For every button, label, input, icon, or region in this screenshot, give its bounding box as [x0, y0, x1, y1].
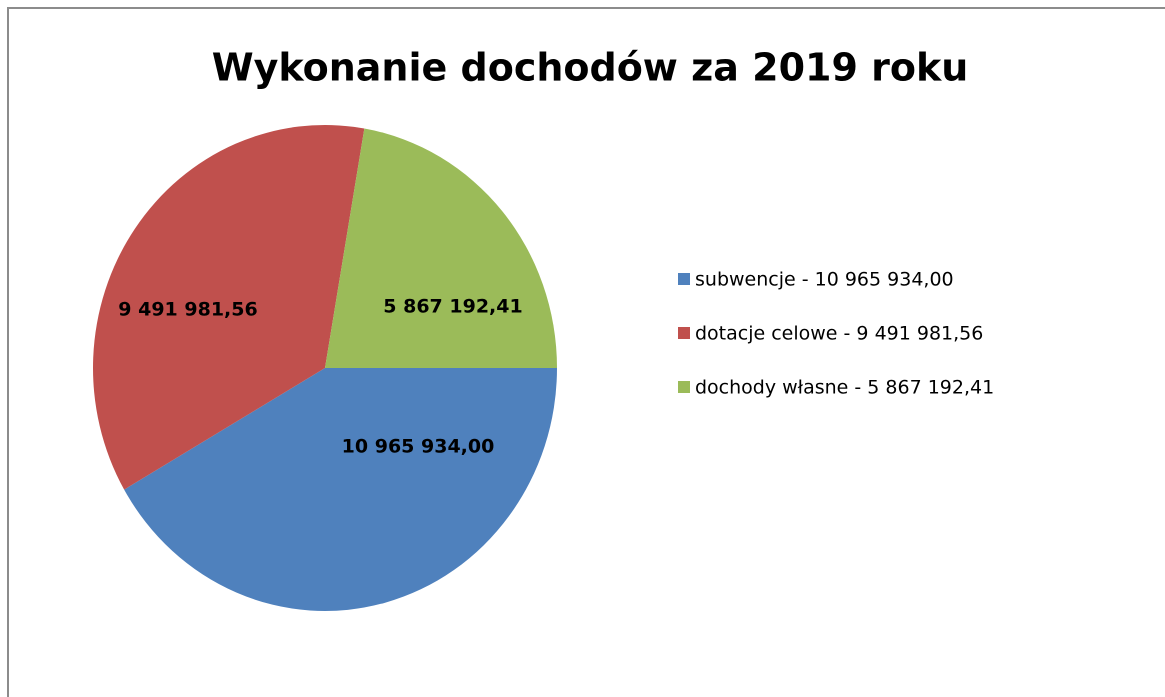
- pie-slice: [325, 128, 557, 368]
- chart-title: Wykonanie dochodów za 2019 roku: [212, 46, 969, 90]
- data-label: 5 867 192,41: [383, 296, 522, 318]
- legend-label: dotacje celowe - 9 491 981,56: [695, 323, 983, 345]
- legend-label: dochody własne - 5 867 192,41: [695, 377, 994, 399]
- legend-swatch: [678, 381, 690, 393]
- data-label: 10 965 934,00: [342, 436, 495, 458]
- pie-slice: [124, 368, 557, 611]
- data-label: 9 491 981,56: [118, 299, 257, 321]
- legend-swatch: [678, 273, 690, 285]
- pie-slice: [93, 125, 365, 490]
- legend-swatch: [678, 327, 690, 339]
- legend-label: subwencje - 10 965 934,00: [695, 269, 954, 291]
